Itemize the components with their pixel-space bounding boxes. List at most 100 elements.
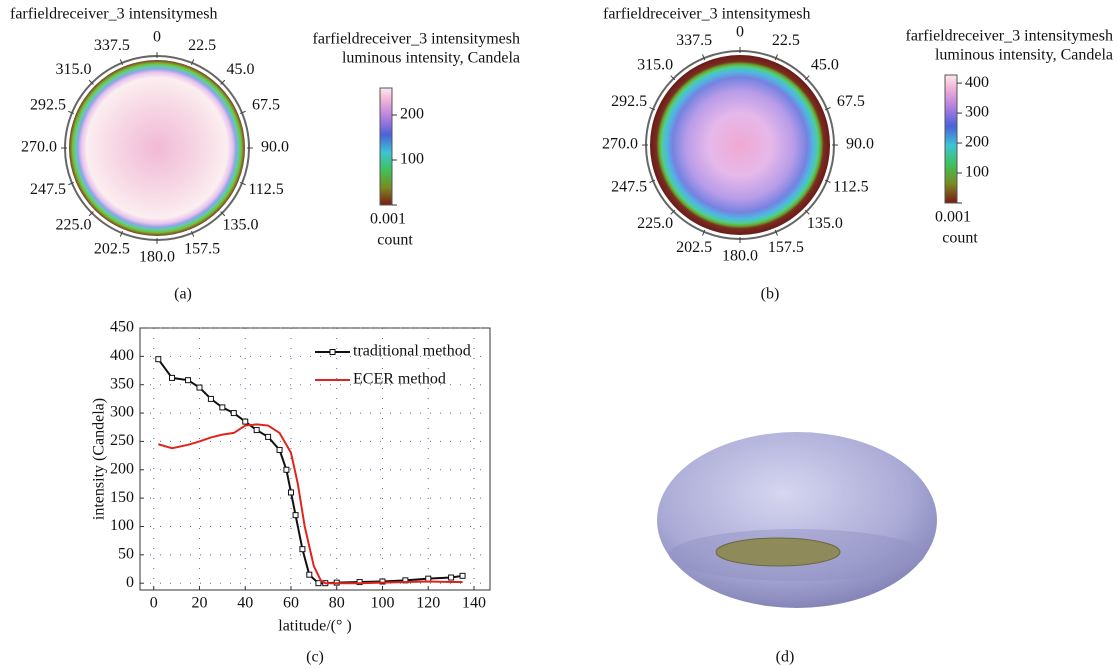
caption: (b) bbox=[761, 286, 780, 303]
angle-label: 225.0 bbox=[56, 216, 92, 233]
colorbar-tick-label: 200 bbox=[965, 134, 989, 151]
x-tick-label: 120 bbox=[416, 595, 440, 612]
y-tick-label: 100 bbox=[110, 517, 134, 534]
colorbar-label: count bbox=[377, 232, 413, 249]
colorbar-tick-label: 400 bbox=[965, 74, 989, 91]
y-tick-label: 50 bbox=[118, 546, 134, 563]
point bbox=[220, 405, 225, 410]
x-tick-label: 40 bbox=[237, 595, 253, 612]
point bbox=[284, 467, 289, 472]
chart-title: farfieldreceiver_3 intensitymesh bbox=[10, 6, 217, 23]
angle-label: 180.0 bbox=[722, 248, 758, 265]
colorbar-title: luminous intensity, Candela bbox=[935, 47, 1113, 64]
point bbox=[293, 513, 298, 518]
x-axis-label: latitude/(° ) bbox=[278, 618, 351, 635]
y-tick-label: 350 bbox=[110, 375, 134, 392]
angle-label: 202.5 bbox=[94, 240, 130, 257]
angle-label: 315.0 bbox=[56, 61, 92, 78]
figure: (d) farfieldreceiver_3 intensitymesh farf… bbox=[0, 0, 1118, 669]
chart-title: farfieldreceiver_3 intensitymesh bbox=[603, 6, 810, 23]
colorbar-title: luminous intensity, Candela bbox=[342, 50, 520, 67]
point bbox=[277, 447, 282, 452]
x-tick-label: 140 bbox=[462, 595, 486, 612]
angle-label: 22.5 bbox=[188, 37, 216, 54]
colorbar-tick-label: 0.001 bbox=[370, 211, 406, 228]
source-plane bbox=[716, 538, 840, 566]
y-tick-label: 200 bbox=[110, 460, 134, 477]
y-tick-label: 400 bbox=[110, 347, 134, 364]
colorbar-tick-label: 0.001 bbox=[935, 209, 971, 226]
point bbox=[231, 411, 236, 416]
angle-label: 157.5 bbox=[184, 240, 220, 257]
angle-label: 247.5 bbox=[611, 179, 647, 196]
y-tick-label: 150 bbox=[110, 489, 134, 506]
caption: (c) bbox=[306, 649, 324, 666]
point bbox=[170, 375, 175, 380]
colorbar-title: farfieldreceiver_3 intensitymesh bbox=[313, 31, 520, 48]
x-tick-label: 20 bbox=[191, 595, 207, 612]
panel-d: (d) bbox=[657, 432, 937, 666]
point bbox=[243, 419, 248, 424]
colorbar bbox=[380, 88, 392, 205]
angle-label: 67.5 bbox=[252, 97, 280, 114]
colorbar-label: count bbox=[942, 230, 978, 247]
point bbox=[266, 434, 271, 439]
colorbar-tick-label: 300 bbox=[965, 104, 989, 121]
angle-label: 135.0 bbox=[807, 215, 843, 232]
series-line bbox=[158, 424, 462, 583]
x-tick-label: 0 bbox=[150, 595, 158, 612]
legend-marker bbox=[330, 350, 335, 355]
intensity-map bbox=[650, 55, 830, 235]
legend-label: ECER method bbox=[353, 371, 446, 388]
point bbox=[288, 490, 293, 495]
angle-label: 315.0 bbox=[637, 56, 673, 73]
colorbar-title: farfieldreceiver_3 intensitymesh bbox=[906, 28, 1113, 45]
point bbox=[300, 547, 305, 552]
angle-label: 202.5 bbox=[676, 239, 712, 256]
colorbar bbox=[945, 75, 957, 203]
angle-label: 67.5 bbox=[837, 93, 865, 110]
angle-label: 90.0 bbox=[261, 139, 289, 156]
colorbar-tick-label: 200 bbox=[400, 106, 424, 123]
angle-label: 135.0 bbox=[222, 216, 258, 233]
x-tick-label: 60 bbox=[283, 595, 299, 612]
intensity-solid bbox=[657, 432, 937, 608]
point bbox=[156, 357, 161, 362]
intensity-map bbox=[69, 60, 245, 236]
point bbox=[197, 385, 202, 390]
caption: (d) bbox=[776, 649, 795, 666]
y-tick-label: 250 bbox=[110, 432, 134, 449]
y-tick-label: 300 bbox=[110, 404, 134, 421]
point bbox=[208, 396, 213, 401]
point bbox=[316, 581, 321, 586]
angle-label: 0 bbox=[153, 29, 161, 46]
plot-frame bbox=[140, 328, 490, 590]
angle-label: 180.0 bbox=[139, 249, 175, 266]
x-tick-label: 80 bbox=[329, 595, 345, 612]
y-tick-label: 0 bbox=[126, 574, 134, 591]
angle-label: 270.0 bbox=[602, 136, 638, 153]
angle-label: 270.0 bbox=[21, 139, 57, 156]
angle-label: 247.5 bbox=[30, 181, 66, 198]
angle-label: 90.0 bbox=[846, 136, 874, 153]
y-axis-label: intensity (Candela) bbox=[91, 398, 108, 520]
angle-label: 157.5 bbox=[768, 239, 804, 256]
angle-label: 225.0 bbox=[637, 215, 673, 232]
angle-label: 112.5 bbox=[833, 179, 868, 196]
point bbox=[254, 428, 259, 433]
angle-label: 112.5 bbox=[248, 181, 283, 198]
point bbox=[426, 576, 431, 581]
point bbox=[186, 378, 191, 383]
legend-label: traditional method bbox=[353, 343, 471, 360]
angle-label: 0 bbox=[736, 24, 744, 41]
colorbar-tick-label: 100 bbox=[400, 151, 424, 168]
point bbox=[460, 573, 465, 578]
point bbox=[307, 572, 312, 577]
angle-label: 45.0 bbox=[811, 56, 839, 73]
angle-label: 337.5 bbox=[94, 37, 130, 54]
angle-label: 337.5 bbox=[676, 32, 712, 49]
point bbox=[449, 575, 454, 580]
colorbar-tick-label: 100 bbox=[965, 164, 989, 181]
x-tick-label: 100 bbox=[370, 595, 394, 612]
angle-label: 22.5 bbox=[772, 32, 800, 49]
